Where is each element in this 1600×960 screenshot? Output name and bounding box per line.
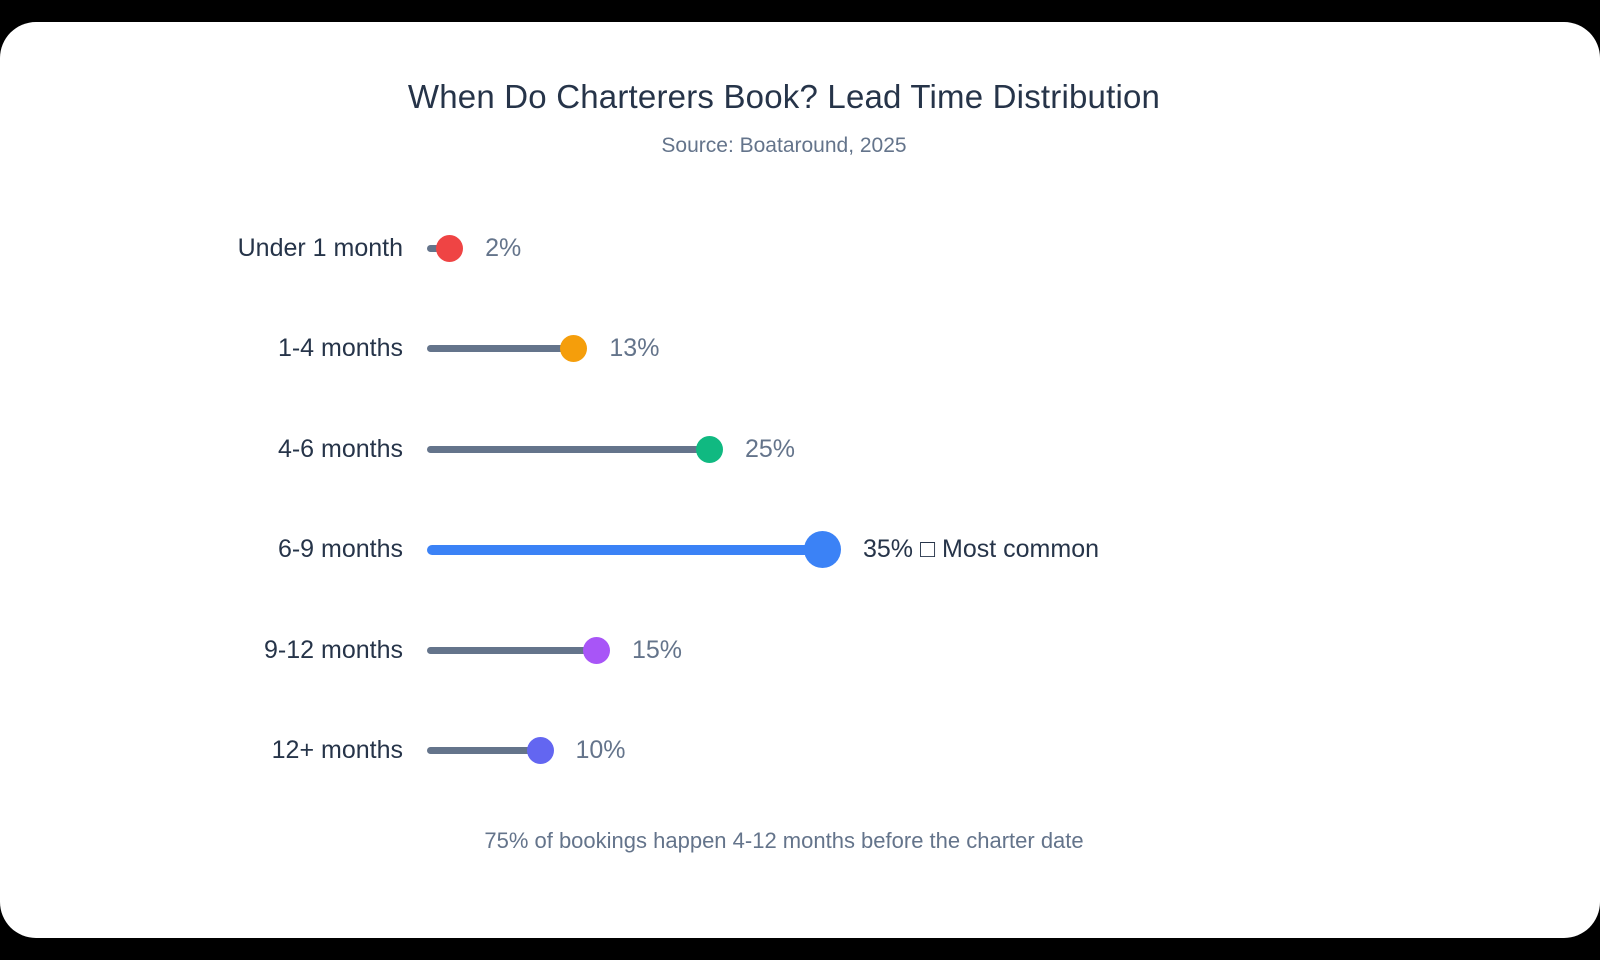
lollipop-stem [427,646,597,654]
value-label: 2% [485,233,522,262]
lollipop-dot [696,435,723,463]
lollipop-stem [427,345,574,353]
lollipop-stem [427,544,823,555]
lollipop-stem [427,747,540,755]
category-label: 1-4 months [277,334,403,363]
chart-row: 6-9 months 35% □ Most common [0,500,1600,601]
value-label: 15% [632,635,683,664]
chart-card: When Do Charterers Book? Lead Time Distr… [0,22,1600,938]
chart-row: Under 1 month 2% [0,198,1600,299]
chart-row: 4-6 months 25% [0,399,1600,500]
chart-row: 9-12 months 15% [0,600,1600,701]
lollipop-dot [560,335,588,363]
chart-footnote: 75% of bookings happen 4-12 months befor… [484,828,1084,853]
lollipop-dot [804,531,841,569]
lollipop-dot [583,636,610,664]
chart-row: 12+ months 10% [0,701,1600,802]
category-label: 9-12 months [264,635,403,664]
value-label: 35% □ Most common [863,535,1100,564]
lollipop-stem [427,445,710,453]
chart-title: When Do Charterers Book? Lead Time Distr… [407,78,1161,115]
category-label: 6-9 months [277,535,403,564]
chart-row: 1-4 months 13% [0,299,1600,400]
category-label: 12+ months [271,736,403,765]
lollipop-dot [436,234,464,262]
lollipop-dot [526,737,554,765]
category-label: Under 1 month [237,233,403,262]
chart-subtitle: Source: Boataround, 2025 [661,134,907,157]
category-label: 4-6 months [277,434,403,463]
value-label: 10% [575,736,626,765]
value-label: 13% [609,334,660,363]
lollipop-chart: Under 1 month 2% 1-4 months 13% 4-6 months 25… [0,198,1600,801]
value-label: 25% [745,434,796,463]
